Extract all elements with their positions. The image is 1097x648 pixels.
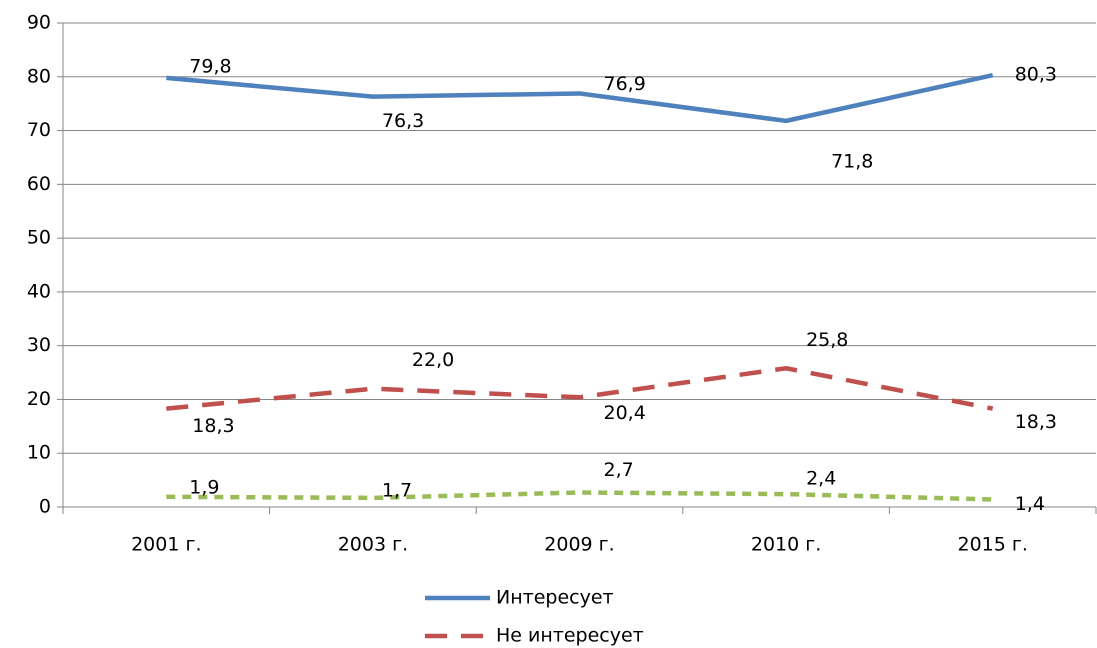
data-label: 22,0: [412, 349, 454, 371]
data-label: 18,3: [1015, 411, 1057, 433]
y-tick-label: 0: [39, 496, 51, 518]
x-tick-label: 2015 г.: [957, 534, 1027, 556]
x-tick-label: 2001 г.: [131, 534, 201, 556]
x-tick-label: 2003 г.: [338, 534, 408, 556]
data-label: 18,3: [192, 415, 234, 437]
y-tick-label: 70: [27, 119, 51, 141]
data-label: 71,8: [831, 150, 873, 172]
data-label: 2,7: [604, 459, 634, 481]
y-tick-label: 20: [27, 388, 51, 410]
data-label: 20,4: [604, 402, 646, 424]
legend-label: Интересует: [496, 587, 614, 609]
series-line: [166, 72, 994, 124]
y-tick-label: 30: [27, 334, 51, 356]
data-label: 80,3: [1015, 64, 1057, 86]
data-label: 2,4: [806, 468, 836, 490]
data-label: 1,7: [382, 479, 412, 501]
data-label: 1,4: [1015, 493, 1045, 515]
x-tick-label: 2010 г.: [751, 534, 821, 556]
data-label: 76,3: [382, 110, 424, 132]
data-label: 79,8: [189, 55, 231, 77]
series-line: [166, 490, 993, 502]
legend-label: Не интересует: [496, 625, 644, 647]
y-tick-label: 60: [27, 173, 51, 195]
y-tick-label: 50: [27, 227, 51, 249]
y-tick-label: 10: [27, 442, 51, 464]
y-tick-label: 40: [27, 280, 51, 302]
x-tick-label: 2009 г.: [544, 534, 614, 556]
data-label: 1,9: [189, 476, 219, 498]
data-label: 76,9: [604, 73, 646, 95]
y-tick-label: 90: [27, 12, 51, 34]
y-tick-label: 80: [27, 65, 51, 87]
series-line: [166, 366, 994, 411]
data-label: 25,8: [806, 329, 848, 351]
